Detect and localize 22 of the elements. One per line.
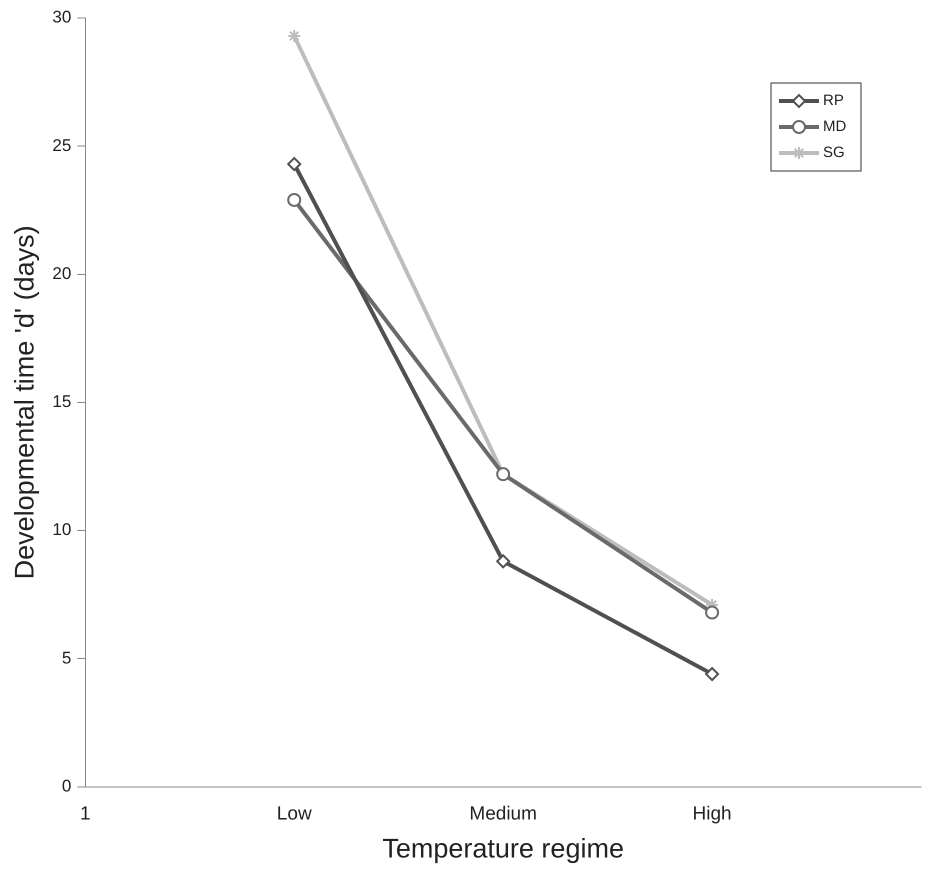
legend-label: MD (823, 118, 846, 136)
y-tick-label: 30 (52, 8, 72, 27)
point (705, 667, 720, 682)
y-tick-label: 0 (62, 776, 72, 796)
y-tick-label: 25 (52, 136, 72, 155)
legend-label: SG (823, 144, 845, 162)
point (496, 554, 510, 568)
y-axis-title: Developmental time 'd' (days) (10, 225, 40, 580)
point (287, 28, 302, 43)
y-tick-label: 5 (62, 648, 72, 668)
x-tick-label: 1 (80, 803, 91, 824)
x-tick-label: Medium (469, 803, 537, 824)
x-axis-title: Temperature regime (382, 833, 624, 864)
point (705, 606, 720, 620)
legend-label: RP (823, 92, 844, 110)
point (287, 157, 302, 172)
y-tick-label: 15 (52, 392, 72, 412)
x-tick-label: High (692, 803, 732, 824)
y-tick-label: 10 (52, 520, 72, 540)
point (287, 192, 302, 207)
y-tick-label: 20 (52, 264, 72, 283)
x-tick-label: Low (276, 803, 312, 824)
